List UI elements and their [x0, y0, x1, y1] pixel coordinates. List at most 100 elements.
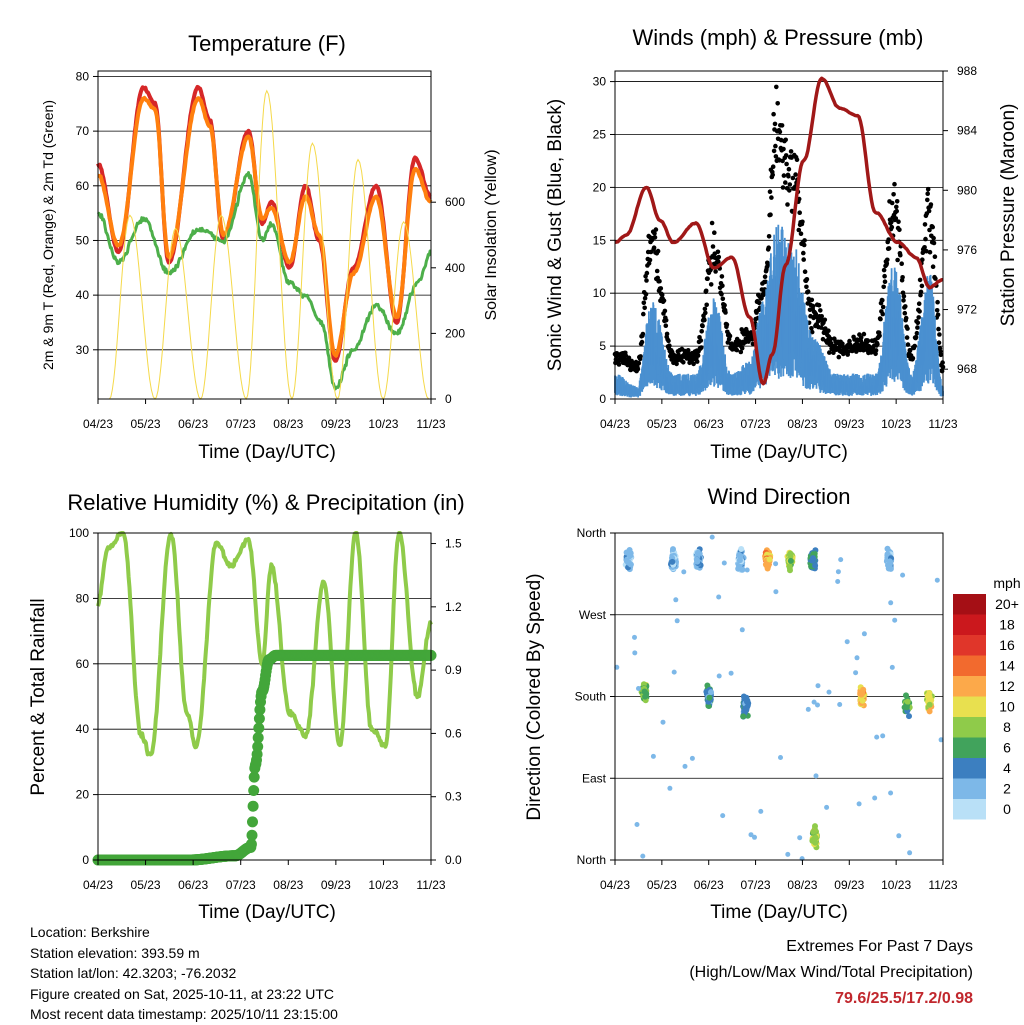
- gust-point: [873, 351, 878, 357]
- gust-point: [894, 199, 900, 204]
- winds-y2-label: Station Pressure (Maroon): [998, 104, 1019, 327]
- gust-point: [702, 306, 708, 312]
- gust-point: [712, 230, 717, 235]
- temperature-x-label: Time (Day/UTC): [198, 442, 336, 463]
- y2-tick-label: 972: [957, 303, 977, 317]
- speed-colorbar: 20+ 18 16 14 12 10 8 6 4 2 0: [953, 594, 1019, 820]
- gust-point: [931, 235, 936, 241]
- gust-point: [912, 343, 917, 349]
- wind-direction-point: [856, 801, 862, 807]
- wind-direction-point: [716, 673, 722, 679]
- gust-point: [885, 257, 890, 263]
- wind-direction-point: [642, 693, 649, 700]
- gust-point: [664, 331, 670, 337]
- gust-point: [766, 245, 771, 250]
- wind-direction-point: [861, 631, 867, 637]
- x-tick-label: 08/23: [787, 417, 817, 431]
- y2-tick-label: 0.9: [445, 663, 462, 677]
- gust-point: [787, 182, 793, 187]
- gust-point: [894, 208, 899, 214]
- colorbar-label: 0: [1003, 801, 1011, 817]
- y-tick-label: 100: [69, 526, 89, 540]
- wind-direction-point: [907, 850, 913, 856]
- y2-tick-label: 400: [445, 261, 465, 275]
- gust-point: [923, 236, 928, 242]
- colorbar-swatch: [953, 799, 986, 820]
- gust-point: [783, 180, 788, 185]
- x-tick-label: 11/23: [416, 878, 445, 892]
- panel-temperature: Temperature (F) 80 70 60 50 40 30 600 400 200 0 04…: [40, 31, 500, 463]
- wind-direction-point: [892, 617, 898, 623]
- gust-point: [881, 267, 887, 273]
- gust-point: [777, 129, 783, 135]
- wind-direction-point: [623, 549, 630, 556]
- gust-point: [786, 166, 792, 172]
- wind-direction-point: [903, 692, 909, 699]
- gust-point: [765, 262, 771, 268]
- gust-point: [727, 333, 733, 339]
- gust-point: [705, 276, 710, 282]
- x-tick-label: 08/23: [787, 878, 817, 892]
- gust-point: [828, 336, 833, 342]
- gust-point: [809, 329, 815, 335]
- gust-point: [903, 315, 909, 321]
- wind-direction-title: Wind Direction: [707, 484, 850, 509]
- x-tick-label: 07/23: [741, 878, 771, 892]
- gust-point: [663, 318, 669, 323]
- gust-point: [641, 300, 647, 306]
- y-tick-label: 20: [593, 180, 607, 194]
- gust-point: [638, 354, 643, 359]
- wind-direction-point: [906, 713, 912, 720]
- colorbar-swatch: [953, 655, 986, 676]
- gust-point: [681, 360, 686, 365]
- y-tick-label: North: [577, 853, 606, 867]
- station-pressure-line: [614, 76, 944, 386]
- gust-point: [788, 149, 794, 154]
- x-tick-label: 10/23: [368, 878, 398, 892]
- gust-point: [691, 361, 696, 367]
- y-tick-label: 15: [593, 233, 607, 247]
- y-tick-label: 30: [593, 75, 607, 89]
- x-tick-label: 06/23: [694, 417, 724, 431]
- wind-direction-point: [673, 597, 679, 603]
- gust-point: [902, 310, 908, 316]
- gust-point: [653, 227, 659, 232]
- gust-point: [893, 216, 899, 221]
- winds-plot-frame: [614, 70, 944, 400]
- colorbar-swatch: [953, 758, 986, 779]
- gust-point: [934, 308, 940, 313]
- gust-point: [904, 335, 910, 340]
- gust-point: [900, 290, 906, 296]
- gust-point: [784, 161, 789, 167]
- rainfall-point: [252, 732, 264, 744]
- humidity-x-label: Time (Day/UTC): [198, 902, 336, 923]
- gust-point: [775, 101, 780, 106]
- extremes-box: Extremes For Past 7 Days (High/Low/Max W…: [689, 934, 973, 1012]
- gust-point: [918, 289, 924, 295]
- rainfall-point: [245, 838, 257, 850]
- gust-point: [797, 210, 802, 215]
- gust-point: [767, 189, 773, 194]
- gust-point: [786, 174, 791, 179]
- x-tick-label: 05/23: [647, 417, 677, 431]
- colorbar-swatch: [953, 778, 986, 799]
- x-tick-label: 07/23: [741, 417, 771, 431]
- gust-point: [809, 326, 814, 331]
- gust-point: [749, 336, 755, 342]
- gust-point: [900, 275, 905, 280]
- x-tick-label: 04/23: [600, 417, 630, 431]
- gust-point: [930, 264, 936, 270]
- wind-direction-point: [671, 669, 677, 675]
- gust-point: [699, 345, 704, 350]
- gust-point: [889, 224, 895, 230]
- wind-direction-point: [811, 699, 817, 705]
- gust-point: [907, 347, 913, 353]
- gust-point: [813, 311, 819, 317]
- colorbar-swatch: [953, 737, 986, 758]
- gust-point: [935, 312, 941, 318]
- wind-direction-point: [926, 708, 933, 715]
- wind-direction-point: [674, 618, 680, 624]
- y-tick-label: 0: [82, 853, 89, 867]
- gust-point: [659, 292, 665, 298]
- wind-direction-point: [669, 558, 676, 565]
